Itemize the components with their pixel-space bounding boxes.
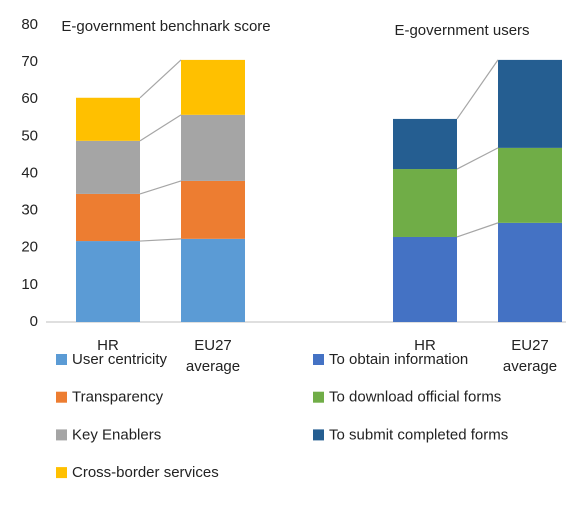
y-tick-label: 70	[21, 53, 38, 70]
x-tick-label: EU27 average	[185, 337, 241, 375]
legend-swatch	[56, 429, 67, 441]
y-tick-label: 0	[30, 313, 38, 330]
legend-swatch	[313, 354, 324, 365]
bar	[393, 169, 457, 237]
bar	[393, 236, 457, 322]
bar	[498, 222, 562, 322]
bar	[181, 114, 245, 181]
legend-label: Key Enablers	[72, 426, 161, 443]
legend-label: To obtain information	[329, 351, 468, 368]
x-tick-label: HR	[414, 337, 436, 354]
legend-swatch	[56, 467, 67, 479]
bar	[76, 193, 140, 242]
bar	[76, 97, 140, 141]
x-tick-label: EU27 average	[502, 337, 558, 375]
bar	[76, 241, 140, 322]
connector-line	[456, 222, 499, 238]
connector-line	[456, 147, 499, 170]
bar	[181, 59, 245, 115]
legend-label: Transparency	[72, 389, 164, 406]
legend-label: To submit completed forms	[329, 426, 508, 443]
connector-line	[139, 238, 182, 242]
legend-swatch	[313, 391, 324, 403]
connector-line	[139, 59, 182, 99]
group-title: E-government benchnark score	[61, 18, 271, 35]
bar	[181, 180, 245, 239]
y-tick-label: 60	[21, 90, 38, 107]
bar	[181, 238, 245, 322]
bar	[498, 147, 562, 223]
connector-line	[139, 114, 182, 142]
y-tick-label: 40	[21, 164, 38, 181]
connector-line	[139, 180, 182, 195]
bar	[498, 59, 562, 148]
group-title: E-government users	[394, 22, 530, 39]
legend-swatch	[56, 354, 67, 365]
y-tick-label: 80	[21, 16, 38, 33]
y-tick-label: 20	[21, 239, 38, 256]
bar	[393, 118, 457, 170]
y-tick-label: 50	[21, 127, 38, 144]
legend-label: Cross-border services	[72, 464, 219, 481]
bar	[76, 140, 140, 194]
y-tick-label: 30	[21, 202, 38, 219]
y-tick-label: 10	[21, 276, 38, 293]
legend-label: To download official forms	[329, 389, 501, 406]
legend-swatch	[56, 391, 67, 403]
legend-swatch	[313, 429, 324, 441]
x-tick-label: HR	[97, 337, 119, 354]
connector-line	[456, 59, 499, 120]
legend-label: User centricity	[72, 351, 168, 368]
